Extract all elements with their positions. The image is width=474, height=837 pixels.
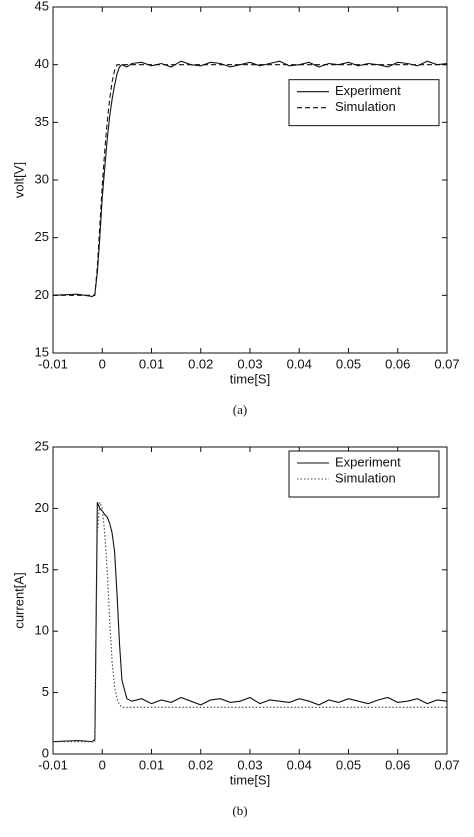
x-tick-label: 0.07 — [434, 757, 459, 772]
x-tick-label: 0.03 — [237, 356, 262, 371]
caption: (a) — [233, 402, 247, 417]
legend-box — [288, 79, 440, 127]
data-line — [52, 502, 448, 743]
legend-label: Experiment — [335, 83, 401, 98]
y-tick-label: 15 — [35, 344, 49, 359]
legend-box — [288, 450, 440, 498]
x-tick-label: 0 — [99, 757, 106, 772]
plot-frame — [52, 6, 448, 354]
x-tick-label: 0 — [99, 356, 106, 371]
x-tick-label: 0.02 — [188, 757, 213, 772]
x-tick-label: 0.01 — [139, 356, 164, 371]
y-tick-label: 0 — [42, 745, 49, 760]
x-tick-label: 0.06 — [385, 757, 410, 772]
y-tick-label: 15 — [35, 561, 49, 576]
y-tick-label: 25 — [35, 229, 49, 244]
x-tick-label: 0.07 — [434, 356, 459, 371]
data-line — [52, 60, 448, 298]
caption: (b) — [232, 803, 247, 818]
x-tick-label: 0.05 — [336, 356, 361, 371]
x-axis-label: time[S] — [230, 772, 270, 787]
x-tick-label: 0.04 — [287, 757, 312, 772]
y-axis-label: current[A] — [11, 572, 26, 628]
x-tick-label: 0.05 — [336, 757, 361, 772]
x-tick-label: 0.06 — [385, 356, 410, 371]
y-tick-label: 45 — [35, 0, 49, 13]
y-tick-label: 40 — [35, 56, 49, 71]
legend-label: Simulation — [335, 470, 396, 485]
legend-label: Simulation — [335, 99, 396, 114]
data-line — [53, 502, 447, 743]
x-tick-label: 0.04 — [287, 356, 312, 371]
legend-label: Experiment — [335, 454, 401, 469]
x-tick-label: 0.02 — [188, 356, 213, 371]
x-tick-label: 0.03 — [237, 757, 262, 772]
y-tick-label: 5 — [42, 684, 49, 699]
y-tick-label: 10 — [35, 623, 49, 638]
y-axis-label: volt[V] — [11, 162, 26, 198]
x-axis-label: time[S] — [230, 371, 270, 386]
x-tick-label: -0.01 — [38, 356, 68, 371]
y-tick-label: 25 — [35, 438, 49, 453]
y-tick-label: 20 — [35, 500, 49, 515]
x-tick-label: -0.01 — [38, 757, 68, 772]
y-tick-label: 35 — [35, 114, 49, 129]
y-tick-label: 30 — [35, 171, 49, 186]
x-tick-label: 0.01 — [139, 757, 164, 772]
y-tick-label: 20 — [35, 287, 49, 302]
